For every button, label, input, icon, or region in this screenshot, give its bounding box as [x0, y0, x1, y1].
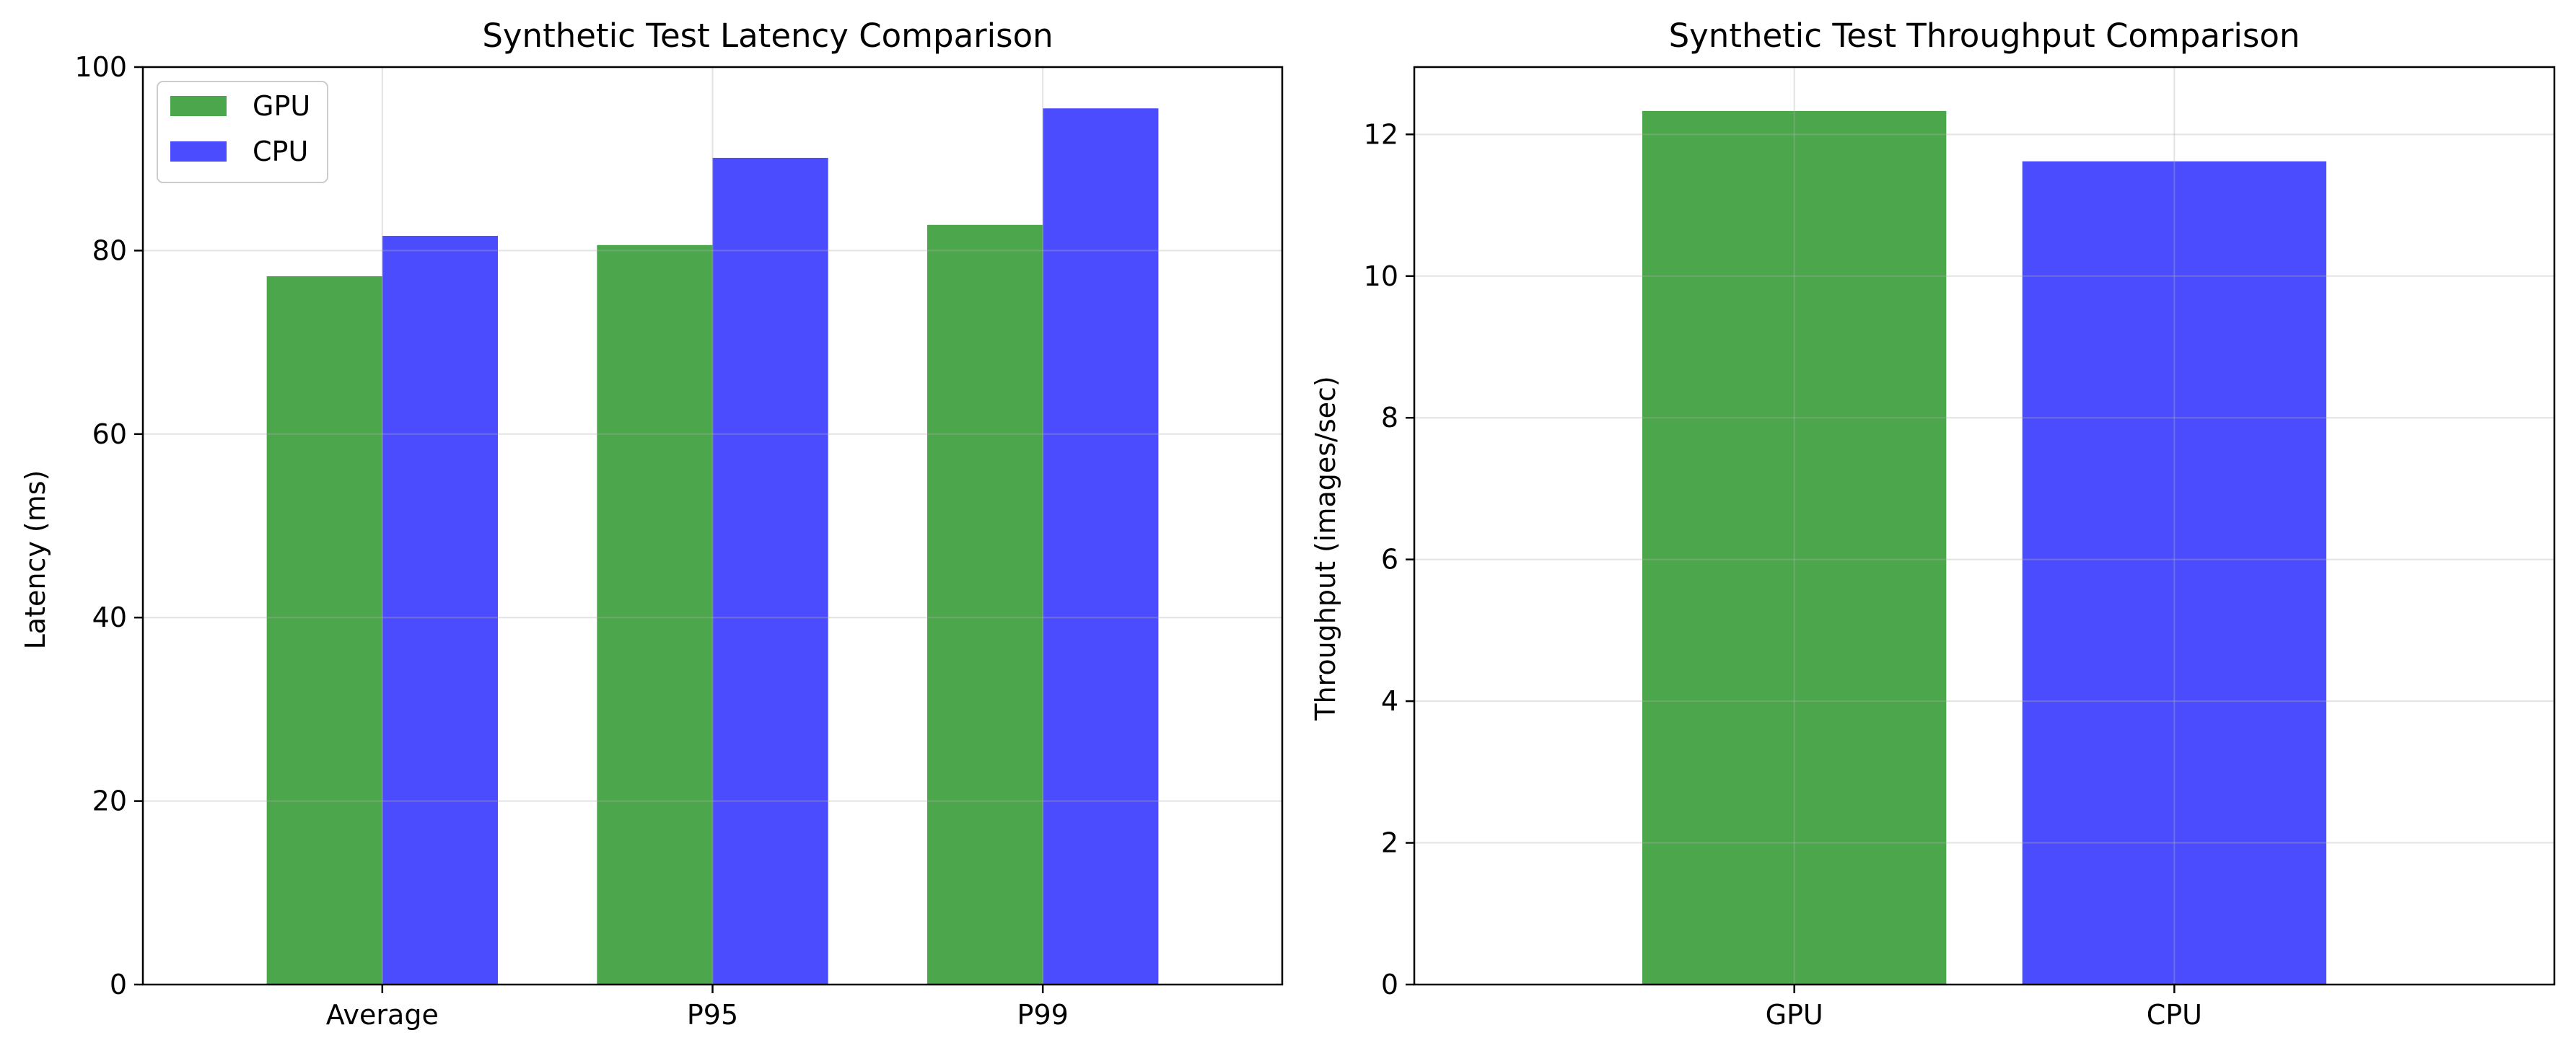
throughput-chart-title: Synthetic Test Throughput Comparison — [1669, 17, 2300, 55]
x-tick-label-p99: P99 — [1017, 999, 1069, 1031]
y-tick-label: 20 — [92, 785, 127, 817]
y-tick-label: 0 — [110, 969, 127, 1000]
y-tick-label: 12 — [1364, 118, 1398, 150]
latency-bars — [266, 108, 1159, 985]
bar-gpu-p99 — [926, 224, 1043, 985]
bar-cpu-p99 — [1043, 108, 1159, 985]
y-tick-label: 6 — [1381, 544, 1398, 576]
throughput-gridlines — [1414, 67, 2554, 985]
latency-x-ticks: Average P95 P99 — [326, 985, 1069, 1031]
y-tick-label: 80 — [92, 234, 127, 266]
latency-y-ticks: 0 20 40 60 80 100 — [74, 51, 143, 1000]
x-tick-label-gpu: GPU — [1766, 999, 1823, 1031]
bar-gpu-average — [266, 276, 382, 985]
throughput-plot-frame — [1413, 66, 2556, 986]
bar-cpu-average — [382, 236, 499, 985]
throughput-chart: Synthetic Test Throughput Comparison Thr… — [1310, 17, 2556, 1031]
latency-y-axis-label: Latency (ms) — [19, 470, 51, 650]
y-tick-label: 2 — [1381, 827, 1398, 859]
bar-gpu-p95 — [597, 245, 713, 985]
y-tick-label: 10 — [1364, 260, 1398, 292]
latency-chart: Synthetic Test Latency Comparison Latenc… — [19, 17, 1284, 1031]
x-tick-label-cpu: CPU — [2147, 999, 2202, 1031]
legend-label-cpu: CPU — [253, 136, 308, 167]
y-tick-label: 0 — [1381, 969, 1398, 1000]
y-tick-label: 60 — [92, 418, 127, 450]
throughput-y-ticks: 0 2 4 6 8 10 12 — [1364, 118, 1414, 1000]
y-tick-label: 100 — [74, 51, 127, 83]
legend-swatch-cpu — [170, 141, 227, 162]
y-tick-label: 4 — [1381, 685, 1398, 717]
throughput-x-ticks: GPU CPU — [1766, 985, 2202, 1031]
latency-chart-title: Synthetic Test Latency Comparison — [482, 17, 1053, 55]
legend-label-gpu: GPU — [253, 90, 310, 122]
bar-cpu-p95 — [712, 157, 828, 985]
bar-gpu — [1642, 110, 1947, 985]
bar-cpu — [2022, 161, 2326, 985]
x-tick-label-p95: P95 — [687, 999, 738, 1031]
x-tick-label-average: Average — [326, 999, 439, 1031]
legend-swatch-gpu — [170, 96, 227, 116]
throughput-bars — [1642, 110, 2326, 985]
latency-legend: GPU CPU — [157, 81, 328, 183]
y-tick-label: 40 — [92, 602, 127, 633]
throughput-y-axis-label: Throughput (images/sec) — [1310, 376, 1341, 721]
y-tick-label: 8 — [1381, 402, 1398, 433]
